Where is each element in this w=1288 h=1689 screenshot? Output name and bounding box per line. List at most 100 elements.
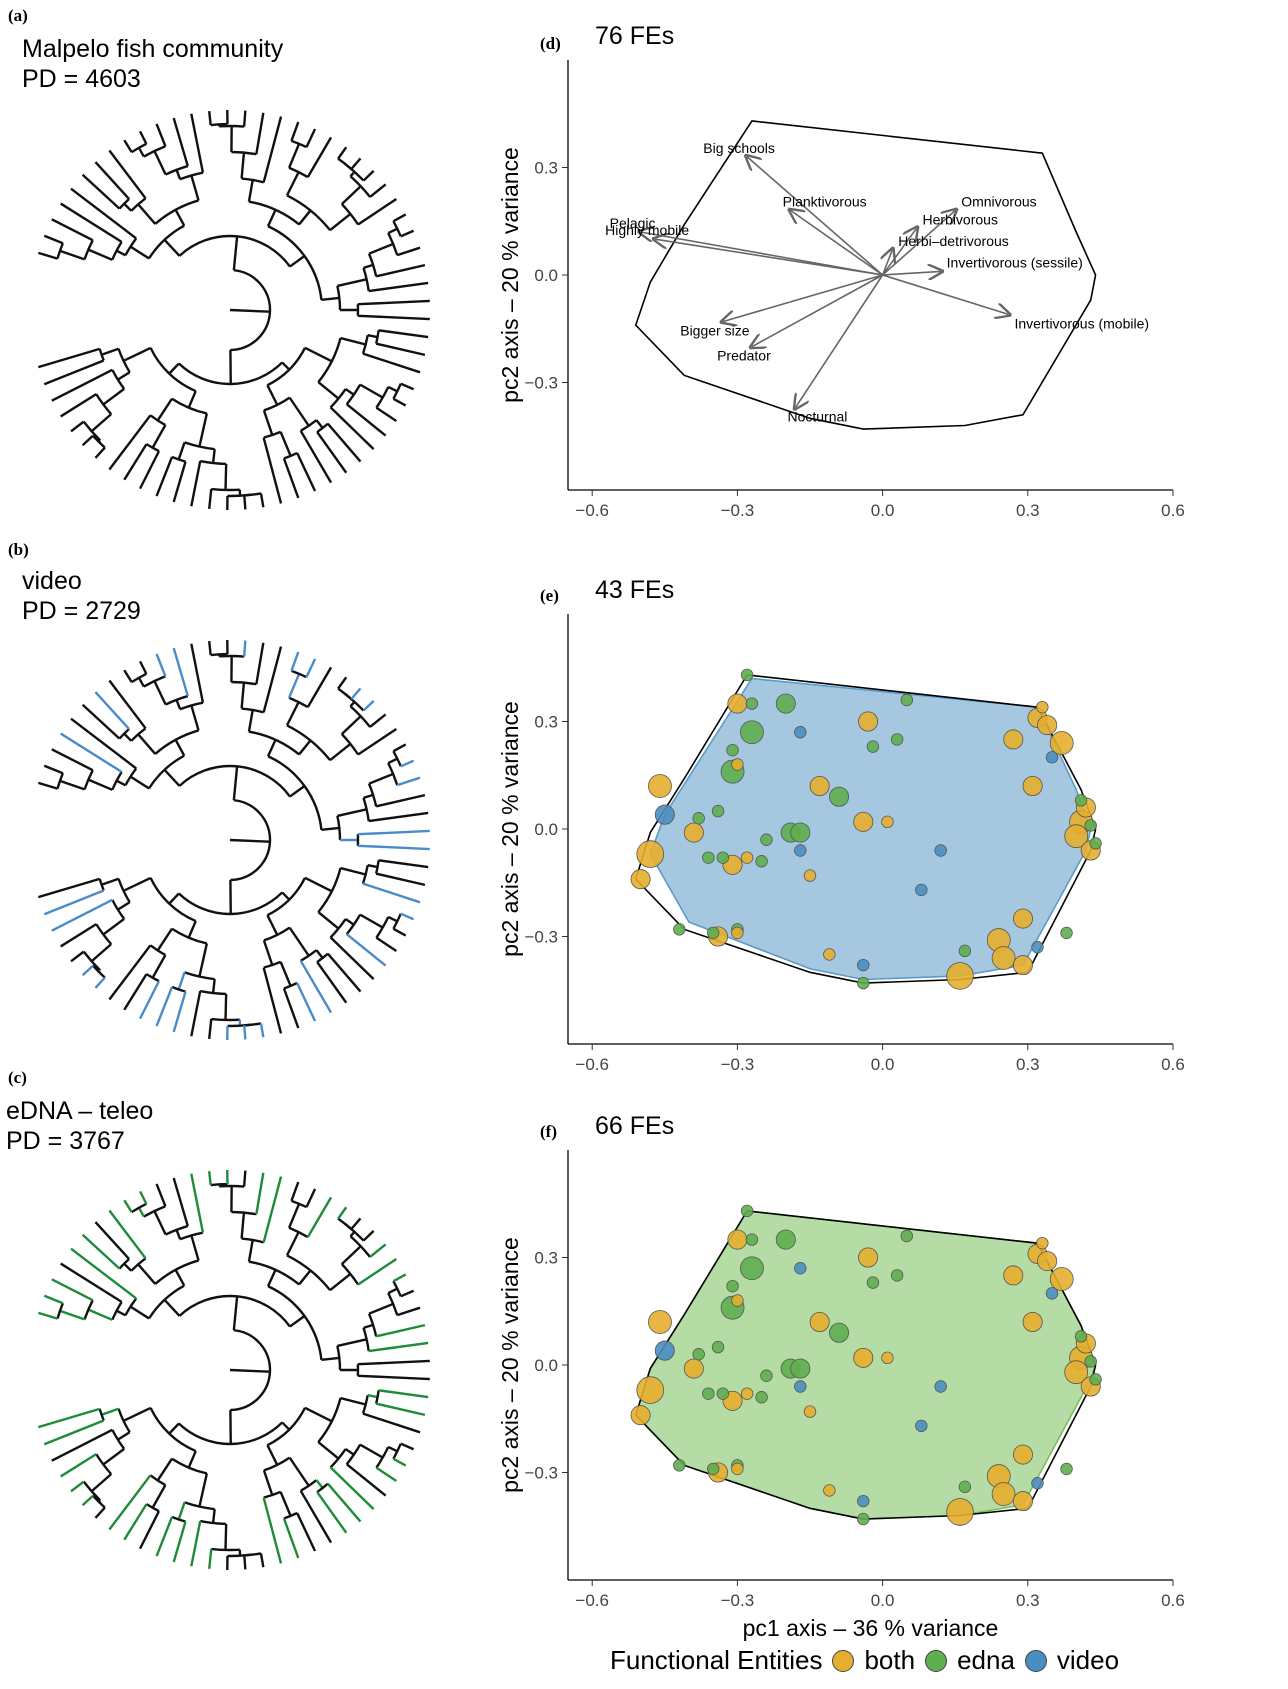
- tree-arc: [345, 1444, 362, 1465]
- tree-branch: [174, 1269, 186, 1287]
- x-tick-label: 0.0: [871, 1591, 895, 1610]
- tree-tip-branch: [172, 117, 189, 167]
- tree-branch: [163, 238, 181, 257]
- tree-tip-branch: [378, 859, 429, 869]
- tree-tip-branch: [139, 1510, 161, 1550]
- tree-arc: [178, 1294, 291, 1328]
- tree-tip-branch: [139, 130, 148, 145]
- fe-point-both: [1036, 700, 1049, 714]
- fe-point-edna: [711, 1340, 725, 1354]
- tree-branch: [298, 739, 312, 756]
- tree-tip-branch: [375, 406, 398, 423]
- tree-arc: [131, 672, 147, 684]
- panel-letter-f: (f): [540, 1122, 557, 1141]
- tree-arc: [211, 487, 240, 492]
- tree-branch: [122, 1406, 152, 1422]
- tree-tip-branch: [290, 1181, 300, 1202]
- tree-arc: [231, 150, 257, 156]
- tree-tip-branch: [123, 669, 133, 683]
- tree-branch: [387, 915, 398, 923]
- tree-tip-branch: [290, 121, 300, 142]
- tree-tip-branch: [375, 342, 426, 357]
- tree-tip-branch: [375, 263, 426, 278]
- x-tick-label: 0.6: [1161, 1055, 1185, 1074]
- fe-point-edna: [857, 976, 870, 990]
- tree-arc: [117, 348, 131, 373]
- tree-tip-branch: [357, 299, 430, 306]
- tree-branch: [281, 891, 291, 901]
- tree-tip-branch: [262, 967, 283, 1034]
- tree-branch: [315, 949, 324, 959]
- tree-branch: [240, 152, 246, 179]
- tree-tip-branch: [378, 329, 429, 339]
- y-tick-label: −0.3: [524, 928, 558, 947]
- x-tick-label: −0.3: [721, 1055, 755, 1074]
- tree-tip-branch: [357, 197, 398, 226]
- tree-tip-branch: [368, 811, 429, 823]
- tree-branch: [340, 1396, 366, 1406]
- y-axis-label: pc2 axis – 20 % variance: [500, 701, 523, 957]
- trait-vector-arrow: [882, 271, 941, 275]
- tree-branch: [175, 1229, 182, 1240]
- legend-video-label: video: [1056, 1645, 1120, 1675]
- tree-tip-branch: [37, 781, 58, 790]
- tree-tip-branch: [305, 658, 317, 678]
- tree-arc: [288, 696, 309, 709]
- fe-point-both: [740, 1387, 754, 1400]
- fe-point-both: [727, 693, 748, 714]
- tree-branch: [198, 1473, 209, 1507]
- tree-branch: [190, 1235, 200, 1261]
- tree-branch: [304, 876, 333, 893]
- tree-branch: [122, 346, 152, 362]
- tree-arc: [154, 1259, 199, 1285]
- tree-tip-branch: [296, 982, 317, 1022]
- tree-branch: [363, 1323, 374, 1330]
- fe-point-edna: [716, 1387, 730, 1400]
- tree-branch: [279, 1491, 292, 1517]
- tree-arc: [286, 724, 331, 761]
- tree-tip-branch: [357, 1359, 430, 1366]
- fe-point-both: [1012, 1491, 1033, 1512]
- tree-arc: [178, 1421, 284, 1446]
- fe-point-edna: [673, 1459, 686, 1472]
- tree-branch: [317, 1441, 340, 1460]
- fe-point-both: [991, 1482, 1016, 1506]
- tree-branch: [174, 209, 186, 227]
- tree-branch: [224, 1523, 228, 1550]
- tree-arc: [267, 225, 323, 301]
- fe-point-video: [934, 844, 947, 857]
- legend-title: Functional Entities: [610, 1645, 823, 1675]
- tree-tip-branch: [262, 1497, 283, 1564]
- tree-arc: [230, 798, 272, 882]
- tree-tip-branch: [326, 422, 362, 463]
- tree-arc: [248, 730, 300, 756]
- tree-tip-branch: [326, 1482, 362, 1523]
- tree-tip-branch: [37, 347, 101, 369]
- tree-branch: [367, 864, 378, 869]
- tree-tip-branch: [362, 352, 421, 374]
- tree-tip-branch: [337, 676, 348, 690]
- fe-point-edna: [740, 1256, 764, 1281]
- x-tick-label: −0.6: [575, 1055, 609, 1074]
- tree-tip-branch: [357, 314, 430, 321]
- tree-arc: [337, 157, 353, 170]
- fe-point-video: [794, 1380, 807, 1393]
- tree-arc: [210, 122, 228, 127]
- fe-point-both: [809, 775, 830, 796]
- tree-branch: [285, 171, 300, 196]
- tree-branch: [240, 682, 246, 709]
- trait-vector-label: Omnivorous: [961, 194, 1036, 210]
- tree-tip-branch: [190, 643, 205, 703]
- tree-tip-branch: [242, 640, 247, 657]
- tree-tip-branch: [262, 646, 283, 713]
- tree-branch: [129, 1305, 150, 1320]
- tree-arc: [143, 145, 166, 158]
- phylogenetic-tree-edna: [37, 1170, 430, 1570]
- legend-both-label: both: [864, 1645, 916, 1675]
- fe-point-video: [1045, 1287, 1059, 1300]
- tree-branch: [329, 213, 352, 232]
- tree-arc: [165, 1224, 189, 1236]
- tree-branch: [137, 733, 157, 755]
- y-tick-label: 0.0: [534, 266, 558, 285]
- tree-branch: [137, 677, 145, 688]
